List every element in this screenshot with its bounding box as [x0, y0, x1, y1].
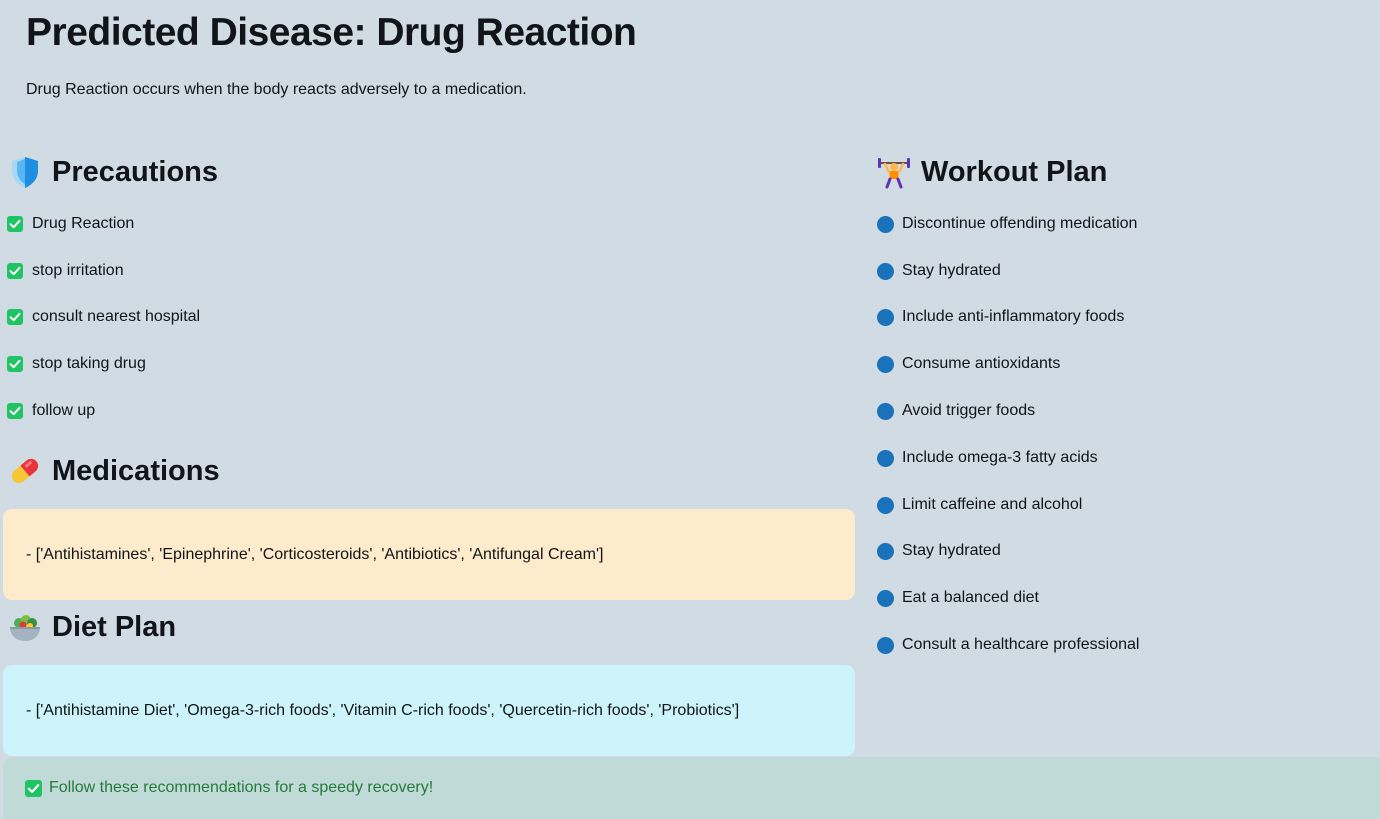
- precaution-item: Drug Reaction: [7, 212, 134, 236]
- precaution-text: consult nearest hospital: [32, 308, 201, 325]
- workout-item: Limit caffeine and alcohol: [877, 493, 1082, 517]
- workout-text: Avoid trigger foods: [902, 402, 1036, 419]
- checkmark-icon: [7, 309, 23, 325]
- workout-item: Stay hydrated: [877, 539, 1001, 563]
- blue-circle-icon: [877, 542, 894, 560]
- checkmark-icon: [25, 779, 42, 797]
- medications-box: - ['Antihistamines', 'Epinephrine', 'Cor…: [3, 509, 855, 600]
- salad-icon: [8, 610, 42, 644]
- checkmark-icon: [7, 216, 23, 232]
- workout-item: Consume antioxidants: [877, 352, 1060, 376]
- blue-circle-icon: [877, 636, 894, 654]
- blue-circle-icon: [877, 355, 894, 373]
- workout-item: Include anti-inflammatory foods: [877, 305, 1124, 329]
- precautions-heading-text: Precautions: [52, 155, 218, 188]
- workout-item: Eat a balanced diet: [877, 586, 1039, 610]
- disease-description: Drug Reaction occurs when the body react…: [26, 81, 527, 98]
- workout-item: Discontinue offending medication: [877, 212, 1137, 236]
- blue-circle-icon: [877, 308, 894, 326]
- precaution-item: stop taking drug: [7, 352, 146, 376]
- workout-text: Stay hydrated: [902, 542, 1001, 559]
- blue-circle-icon: [877, 215, 894, 233]
- workout-text: Limit caffeine and alcohol: [902, 496, 1083, 513]
- workout-item: Consult a healthcare professional: [877, 633, 1139, 657]
- diet-heading-text: Diet Plan: [52, 610, 177, 643]
- diet-heading: Diet Plan: [8, 607, 176, 647]
- precaution-text: follow up: [32, 402, 96, 419]
- medications-heading-text: Medications: [52, 454, 220, 487]
- precaution-text: stop irritation: [32, 262, 124, 279]
- blue-circle-icon: [877, 262, 894, 280]
- precaution-text: Drug Reaction: [32, 215, 135, 232]
- checkmark-icon: [7, 356, 23, 372]
- success-message: Follow these recommendations for a speed…: [49, 779, 434, 796]
- blue-circle-icon: [877, 496, 894, 514]
- pill-icon: [8, 454, 42, 488]
- blue-circle-icon: [877, 589, 894, 607]
- precaution-item: follow up: [7, 399, 95, 423]
- diet-box: - ['Antihistamine Diet', 'Omega-3-rich f…: [3, 665, 855, 756]
- success-banner: Follow these recommendations for a speed…: [3, 757, 1380, 819]
- workout-text: Discontinue offending medication: [902, 215, 1138, 232]
- precaution-item: consult nearest hospital: [7, 305, 200, 329]
- medications-heading: Medications: [8, 451, 220, 491]
- workout-item: Stay hydrated: [877, 259, 1001, 283]
- medications-text: - ['Antihistamines', 'Epinephrine', 'Cor…: [26, 545, 604, 563]
- workout-item: Include omega-3 fatty acids: [877, 446, 1098, 470]
- workout-text: Consult a healthcare professional: [902, 636, 1140, 653]
- workout-text: Include anti-inflammatory foods: [902, 308, 1125, 325]
- blue-circle-icon: [877, 402, 894, 420]
- workout-text: Stay hydrated: [902, 262, 1001, 279]
- workout-text: Include omega-3 fatty acids: [902, 449, 1098, 466]
- workout-text: Eat a balanced diet: [902, 589, 1039, 606]
- workout-heading: Workout Plan: [877, 152, 1107, 192]
- checkmark-icon: [7, 403, 23, 419]
- shield-icon: [8, 155, 42, 189]
- weightlifter-icon: [877, 155, 911, 189]
- page-title: Predicted Disease: Drug Reaction: [26, 11, 637, 54]
- workout-item: Avoid trigger foods: [877, 399, 1035, 423]
- precaution-item: stop irritation: [7, 259, 124, 283]
- workout-heading-text: Workout Plan: [921, 155, 1108, 188]
- workout-text: Consume antioxidants: [902, 355, 1061, 372]
- checkmark-icon: [7, 263, 23, 279]
- precaution-text: stop taking drug: [32, 355, 146, 372]
- precautions-heading: Precautions: [8, 152, 218, 192]
- blue-circle-icon: [877, 449, 894, 467]
- diet-text: - ['Antihistamine Diet', 'Omega-3-rich f…: [26, 701, 740, 719]
